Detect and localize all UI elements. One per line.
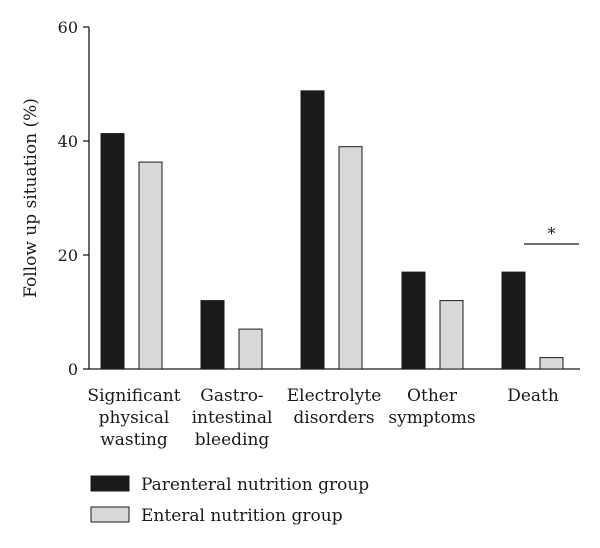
y-tick-label: 20 bbox=[58, 246, 78, 265]
legend: Parenteral nutrition group Enteral nutrit… bbox=[90, 475, 369, 526]
x-tick-label: Death bbox=[507, 386, 559, 406]
x-tick-label: Gastro-intestinal bleeding bbox=[192, 386, 273, 450]
legend-label: Enteral nutrition group bbox=[141, 506, 343, 526]
axes: 0 20 40 60 bbox=[58, 18, 580, 379]
y-axis-label: Follow up situation (%) bbox=[21, 98, 41, 298]
x-tick-label: Electrolyte disorders bbox=[287, 386, 382, 428]
bar-parenteral bbox=[200, 300, 225, 370]
bar-enteral bbox=[439, 300, 464, 370]
y-tick-label: 60 bbox=[58, 18, 78, 37]
bar-parenteral bbox=[300, 90, 325, 370]
bar-parenteral bbox=[100, 133, 125, 370]
x-tick-label: Significant physical wasting bbox=[87, 386, 180, 450]
annotations: * bbox=[524, 224, 579, 245]
bar-enteral bbox=[138, 161, 163, 370]
x-tick-labels: Significant physical wastingGastro-intesti… bbox=[87, 386, 558, 450]
legend-swatch bbox=[90, 506, 130, 523]
y-tick-label: 0 bbox=[68, 360, 78, 379]
legend-label: Parenteral nutrition group bbox=[141, 475, 369, 495]
bar-parenteral bbox=[401, 271, 426, 370]
legend-swatch bbox=[90, 475, 130, 492]
x-tick-label: Other symptoms bbox=[388, 386, 475, 428]
bars bbox=[100, 90, 564, 370]
bar-enteral bbox=[539, 357, 564, 370]
bar-enteral bbox=[338, 146, 363, 370]
y-tick-label: 40 bbox=[58, 132, 78, 151]
bar-enteral bbox=[238, 328, 263, 370]
significance-marker: * bbox=[548, 224, 556, 243]
bar-parenteral bbox=[501, 271, 526, 370]
